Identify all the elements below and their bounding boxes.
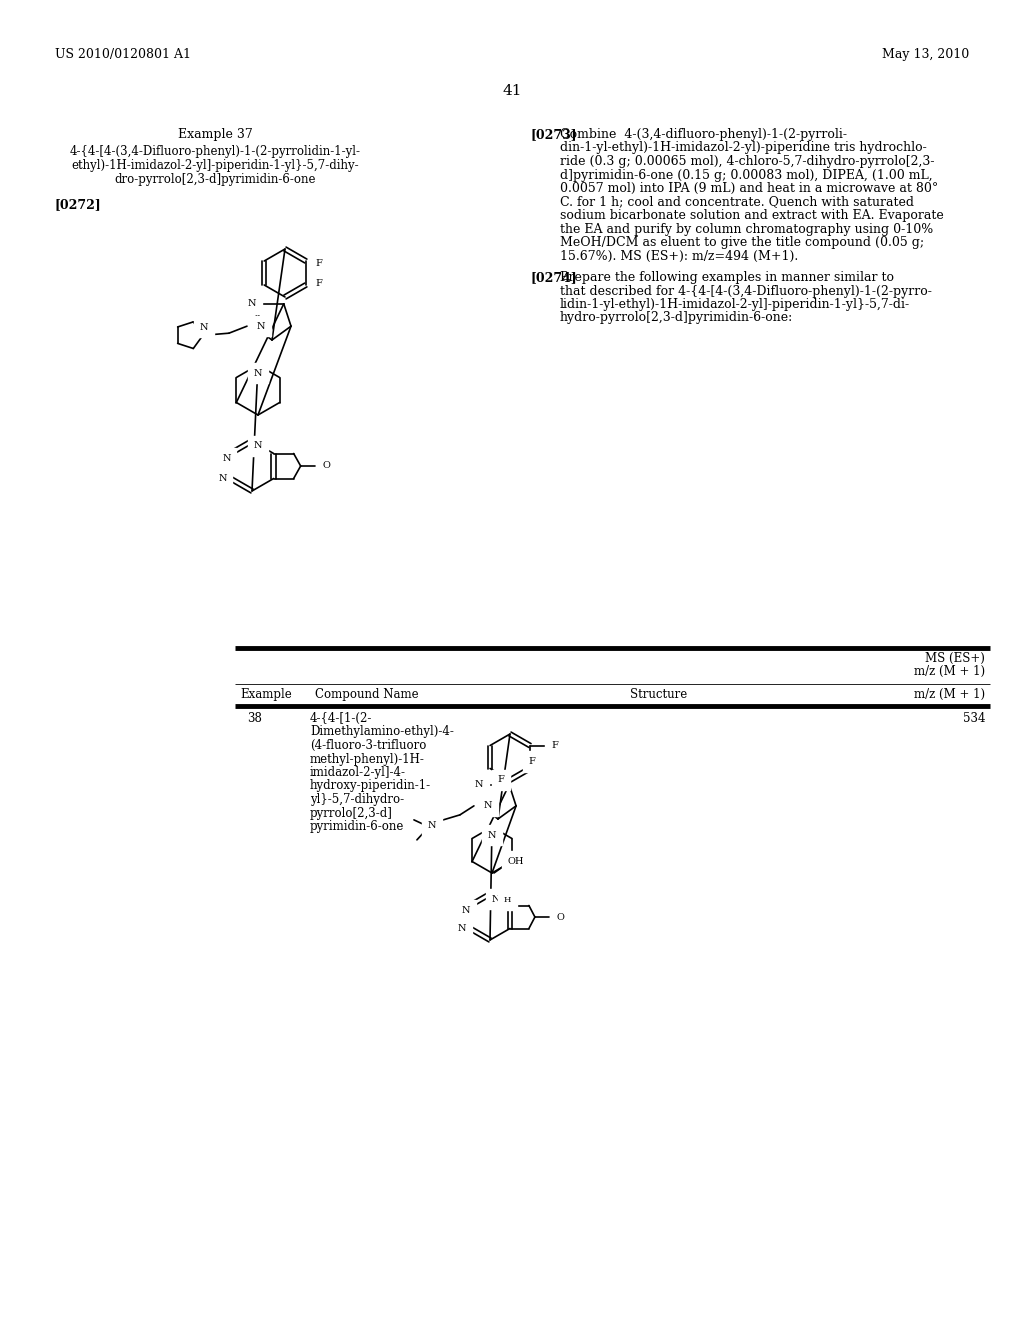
Text: [0274]: [0274]: [530, 271, 577, 284]
Text: H: H: [504, 896, 511, 904]
Text: dro-pyrrolo[2,3-d]pyrimidin-6-one: dro-pyrrolo[2,3-d]pyrimidin-6-one: [115, 173, 315, 186]
Text: N: N: [218, 474, 226, 483]
Text: O: O: [323, 462, 331, 470]
Text: ride (0.3 g; 0.00065 mol), 4-chloro-5,7-dihydro-pyrrolo[2,3-: ride (0.3 g; 0.00065 mol), 4-chloro-5,7-…: [560, 154, 935, 168]
Text: (4-fluoro-3-trifluoro: (4-fluoro-3-trifluoro: [310, 739, 426, 752]
Text: pyrrolo[2,3-d]: pyrrolo[2,3-d]: [310, 807, 393, 820]
Text: 4-{4-[1-(2-: 4-{4-[1-(2-: [310, 711, 373, 725]
Text: 41: 41: [502, 84, 522, 98]
Text: sodium bicarbonate solution and extract with EA. Evaporate: sodium bicarbonate solution and extract …: [560, 209, 944, 222]
Text: 0.0057 mol) into IPA (9 mL) and heat in a microwave at 80°: 0.0057 mol) into IPA (9 mL) and heat in …: [560, 182, 938, 195]
Text: O: O: [557, 912, 565, 921]
Text: F: F: [551, 741, 558, 750]
Text: US 2010/0120801 A1: US 2010/0120801 A1: [55, 48, 191, 61]
Text: N: N: [428, 821, 436, 830]
Text: methyl-phenyl)-1H-: methyl-phenyl)-1H-: [310, 752, 425, 766]
Text: the EA and purify by column chromatography using 0-10%: the EA and purify by column chromatograp…: [560, 223, 933, 235]
Text: F: F: [315, 260, 323, 268]
Text: pyrimidin-6-one: pyrimidin-6-one: [310, 820, 404, 833]
Text: Structure: Structure: [630, 688, 687, 701]
Text: 38: 38: [247, 711, 262, 725]
Text: F: F: [498, 776, 505, 784]
Text: 534: 534: [963, 711, 985, 725]
Text: Compound Name: Compound Name: [315, 688, 419, 701]
Text: May 13, 2010: May 13, 2010: [882, 48, 969, 61]
Text: m/z (M + 1): m/z (M + 1): [913, 665, 985, 678]
Text: N: N: [248, 300, 256, 309]
Text: N: N: [492, 895, 501, 903]
Text: MeOH/DCM as eluent to give the title compound (0.05 g;: MeOH/DCM as eluent to give the title com…: [560, 236, 924, 249]
Text: OH: OH: [508, 857, 524, 866]
Text: hydroxy-piperidin-1-: hydroxy-piperidin-1-: [310, 780, 431, 792]
Text: lidin-1-yl-ethyl)-1H-imidazol-2-yl]-piperidin-1-yl}-5,7-di-: lidin-1-yl-ethyl)-1H-imidazol-2-yl]-pipe…: [560, 298, 910, 312]
Text: Prepare the following examples in manner similar to: Prepare the following examples in manner…: [560, 271, 894, 284]
Text: imidazol-2-yl]-4-: imidazol-2-yl]-4-: [310, 766, 406, 779]
Text: F: F: [315, 279, 323, 288]
Text: N: N: [254, 441, 262, 450]
Text: Example 37: Example 37: [177, 128, 252, 141]
Text: [0272]: [0272]: [55, 198, 101, 211]
Text: m/z (M + 1): m/z (M + 1): [913, 688, 985, 701]
Text: that described for 4-{4-[4-(3,4-Difluoro-phenyl)-1-(2-pyrro-: that described for 4-{4-[4-(3,4-Difluoro…: [560, 285, 932, 297]
Text: N: N: [487, 830, 497, 840]
Text: 4-{4-[4-(3,4-Difluoro-phenyl)-1-(2-pyrrolidin-1-yl-: 4-{4-[4-(3,4-Difluoro-phenyl)-1-(2-pyrro…: [70, 145, 360, 158]
Text: N: N: [483, 801, 493, 810]
Text: MS (ES+): MS (ES+): [925, 652, 985, 665]
Text: hydro-pyrrolo[2,3-d]pyrimidin-6-one:: hydro-pyrrolo[2,3-d]pyrimidin-6-one:: [560, 312, 794, 325]
Text: [0273]: [0273]: [530, 128, 577, 141]
Text: N: N: [257, 322, 265, 331]
Text: C. for 1 h; cool and concentrate. Quench with saturated: C. for 1 h; cool and concentrate. Quench…: [560, 195, 914, 209]
Text: din-1-yl-ethyl)-1H-imidazol-2-yl)-piperidine tris hydrochlo-: din-1-yl-ethyl)-1H-imidazol-2-yl)-piperi…: [560, 141, 927, 154]
Text: N: N: [462, 906, 470, 915]
Text: F: F: [528, 756, 536, 766]
Text: N: N: [458, 924, 466, 933]
Text: N: N: [200, 322, 208, 331]
Text: N: N: [222, 454, 230, 463]
Text: Dimethylamino-ethyl)-4-: Dimethylamino-ethyl)-4-: [310, 726, 454, 738]
Text: Combine  4-(3,4-difluoro-phenyl)-1-(2-pyrroli-: Combine 4-(3,4-difluoro-phenyl)-1-(2-pyr…: [560, 128, 847, 141]
Text: 15.67%). MS (ES+): m/z=494 (M+1).: 15.67%). MS (ES+): m/z=494 (M+1).: [560, 249, 799, 263]
Text: Example: Example: [240, 688, 292, 701]
Text: d]pyrimidin-6-one (0.15 g; 0.00083 mol), DIPEA, (1.00 mL,: d]pyrimidin-6-one (0.15 g; 0.00083 mol),…: [560, 169, 933, 181]
Text: N: N: [254, 368, 262, 378]
Text: N: N: [474, 780, 483, 789]
Text: yl}-5,7-dihydro-: yl}-5,7-dihydro-: [310, 793, 404, 807]
Text: ethyl)-1H-imidazol-2-yl]-piperidin-1-yl}-5,7-dihy-: ethyl)-1H-imidazol-2-yl]-piperidin-1-yl}…: [72, 158, 358, 172]
